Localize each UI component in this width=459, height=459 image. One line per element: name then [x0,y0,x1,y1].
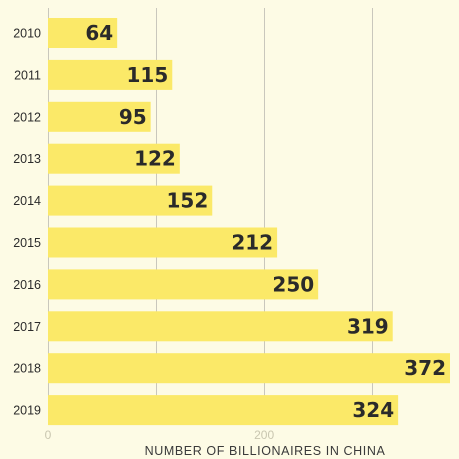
x-tick-label: 200 [254,428,274,442]
y-tick-label: 2013 [13,152,41,166]
bar-2010 [48,18,118,48]
y-tick-label: 2012 [13,110,41,124]
x-axis-tick-labels: 0 200 [45,428,275,442]
x-axis-title: NUMBER OF BILLIONAIRES IN CHINA [145,444,386,458]
y-tick-label: 2011 [14,68,41,82]
bar-2014 [48,185,213,216]
value-label-2014: 152 [167,189,209,213]
bar-2011 [48,59,173,90]
value-label-2018: 372 [404,356,446,380]
value-label-2019: 324 [352,398,394,422]
y-tick-label: 2010 [13,27,41,41]
y-tick-label: 2015 [13,236,41,250]
x-tick-label: 0 [45,428,52,442]
value-label-2017: 319 [347,314,389,338]
value-label-2010: 64 [85,21,113,45]
bar-2019 [48,395,399,426]
bar-2016 [48,269,319,300]
y-tick-label: 2016 [13,278,41,292]
value-label-2013: 122 [134,147,176,171]
bar-2018 [48,353,450,384]
y-tick-label: 2018 [13,362,41,376]
value-label-2015: 212 [231,231,273,255]
value-label-2016: 250 [272,272,314,296]
y-axis-tick-labels: 2010 2011 2012 2013 2014 2015 2016 2017 2018 2019 [13,27,41,418]
value-label-2012: 95 [119,105,147,129]
y-tick-label: 2017 [13,320,41,334]
bar-2015 [48,227,278,258]
bar-2013 [48,143,180,174]
bar-2012 [48,101,151,132]
bar-2017 [48,311,393,342]
bars: 64 115 95 122 152 212 250 319 372 324 [48,18,450,426]
y-tick-label: 2019 [13,404,41,418]
y-tick-label: 2014 [13,194,41,208]
value-label-2011: 115 [127,63,169,87]
